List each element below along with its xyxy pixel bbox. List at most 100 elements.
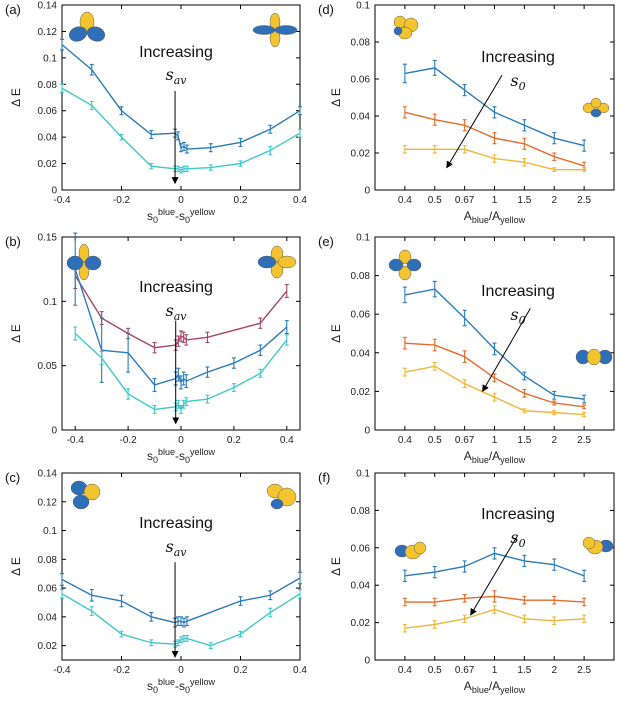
x-tick-label: 1 <box>492 195 498 206</box>
y-tick-label: 0.1 <box>43 526 57 537</box>
series-orange <box>402 590 587 607</box>
x-tick-label: 2 <box>551 195 557 206</box>
y-tick-label: 0.06 <box>351 543 371 554</box>
annotation-symbol: s0 <box>510 305 525 327</box>
y-axis-label: Δ E <box>329 324 343 343</box>
panel-label: (c) <box>5 470 20 485</box>
y-tick-label: 0.15 <box>38 233 58 244</box>
x-tick-label: 0.4 <box>398 195 412 206</box>
series-blue <box>73 232 289 392</box>
x-tick-label: 2.5 <box>577 665 591 676</box>
series-line <box>61 87 301 171</box>
x-tick-label: 0.2 <box>234 195 248 206</box>
series-blue <box>402 280 587 404</box>
y-tick-label: 0.14 <box>38 1 58 12</box>
annotation-text: Increasing <box>481 49 555 66</box>
orbital-icon-yellow-cluster <box>393 15 419 40</box>
x-tick-label: 0.67 <box>455 195 475 206</box>
y-tick-label: 0.1 <box>356 1 370 12</box>
y-tick-label: 0.1 <box>43 297 57 308</box>
panel-label: (f) <box>318 470 330 485</box>
panel-a: (a) -0.4 -0.2 0 0.2 0.4 0 0.02 0.04 0.06 0.08 0.1 0.… <box>5 1 307 226</box>
y-tick-label: 0.04 <box>351 348 371 359</box>
x-axis-label: Ablue/Ayellow <box>464 679 526 695</box>
y-tick-label: 0.02 <box>351 149 371 160</box>
series-line <box>74 275 288 349</box>
annotation-symbol: sav <box>166 537 188 559</box>
annotation-symbol: sav <box>166 301 188 323</box>
y-tick-label: 0.04 <box>351 112 371 123</box>
x-tick-label: 1 <box>492 435 498 446</box>
orbital-icon-yellow-cross <box>388 249 422 281</box>
annotation-arrow <box>446 75 503 169</box>
series-orange <box>402 106 587 171</box>
y-axis-label: Δ E <box>9 324 23 343</box>
annotation-symbol: s0 <box>510 71 525 93</box>
orbital-icon-yellow-row <box>575 348 613 366</box>
y-tick-label: 0.08 <box>38 80 58 91</box>
y-tick-label: 0.14 <box>38 469 58 480</box>
series-orange <box>402 336 587 410</box>
annotation-text: Increasing <box>481 283 555 300</box>
panel-d: (d) 0.4 0.5 0.67 1 1.5 2 2.5 0 0.02 0.04 0.06 0.08 0.… <box>318 1 615 225</box>
x-tick-label: 1.5 <box>517 435 531 446</box>
y-tick-label: 0.04 <box>38 133 58 144</box>
series-blue <box>402 59 587 152</box>
y-tick-label: 0 <box>51 426 57 437</box>
x-tick-label: 0.4 <box>398 435 412 446</box>
annotation-arrow <box>470 536 518 616</box>
orbital-icon-cross-yellow-side <box>257 245 297 279</box>
orbital-icon-three-lobe-blue <box>68 11 106 42</box>
y-tick-label: 0.06 <box>38 584 58 595</box>
x-tick-label: -0.4 <box>53 665 71 676</box>
y-tick-label: 0 <box>364 186 370 197</box>
y-tick-label: 0.05 <box>38 361 58 372</box>
orbital-icon-blue-yellow-pair <box>394 541 427 560</box>
x-tick-label: 0.4 <box>293 195 307 206</box>
annotation-text: Increasing <box>481 506 555 523</box>
x-tick-label: 0 <box>178 195 184 206</box>
series-cyan <box>60 83 302 174</box>
x-tick-label: 0.2 <box>227 435 241 446</box>
panel-label: (e) <box>318 234 334 249</box>
orbital-icon-yellow-cluster-small <box>582 97 610 118</box>
annotation-text: Increasing <box>139 279 213 296</box>
y-tick-label: 0.08 <box>38 555 58 566</box>
y-tick-label: 0.06 <box>351 310 371 321</box>
panel-label: (b) <box>5 234 21 249</box>
y-tick-label: 0.08 <box>351 271 371 282</box>
y-axis-label: Δ E <box>329 557 343 576</box>
x-tick-label: 1.5 <box>517 195 531 206</box>
plot-frame <box>61 472 301 661</box>
x-tick-label: 0.67 <box>455 665 475 676</box>
x-tick-label: -0.2 <box>113 665 131 676</box>
annotation-symbol: s0 <box>510 528 525 550</box>
x-axis-label: s0blue-s0yellow <box>147 447 216 465</box>
y-tick-label: 0.08 <box>351 506 371 517</box>
series-yellow <box>402 605 587 633</box>
x-tick-label: -0.2 <box>119 435 137 446</box>
panel-e: (e) 0.4 0.5 0.67 1 1.5 2 2.5 0 0.02 0.04 0.06 0.08 0.… <box>318 233 615 465</box>
x-tick-label: -0.2 <box>113 195 131 206</box>
y-axis-label: Δ E <box>9 557 23 576</box>
annotation-arrow <box>482 308 531 393</box>
x-tick-label: 0.4 <box>293 665 307 676</box>
annotation-symbol: sav <box>166 65 188 87</box>
y-tick-label: 0.02 <box>38 159 58 170</box>
series-line <box>74 332 288 411</box>
x-tick-label: 2.5 <box>577 195 591 206</box>
x-tick-label: 2.5 <box>577 435 591 446</box>
x-tick-label: 0.5 <box>428 195 442 206</box>
series-cyan <box>73 326 289 414</box>
series-cyan <box>60 588 302 650</box>
y-tick-label: 0.12 <box>38 497 58 508</box>
x-tick-label: 2 <box>551 665 557 676</box>
panel-label: (a) <box>5 2 21 17</box>
x-tick-label: 0.5 <box>428 435 442 446</box>
x-axis-label: s0blue-s0yellow <box>147 207 216 225</box>
panel-b: (b) -0.4 -0.2 0 0.2 0.4 0 0.05 0.1 0.15 s0blue-s0y… <box>5 232 301 465</box>
orbital-icon-cross-yellow <box>66 243 102 281</box>
x-axis-label: Ablue/Ayellow <box>464 449 526 465</box>
y-tick-label: 0.1 <box>43 53 57 64</box>
series-red <box>73 262 289 354</box>
